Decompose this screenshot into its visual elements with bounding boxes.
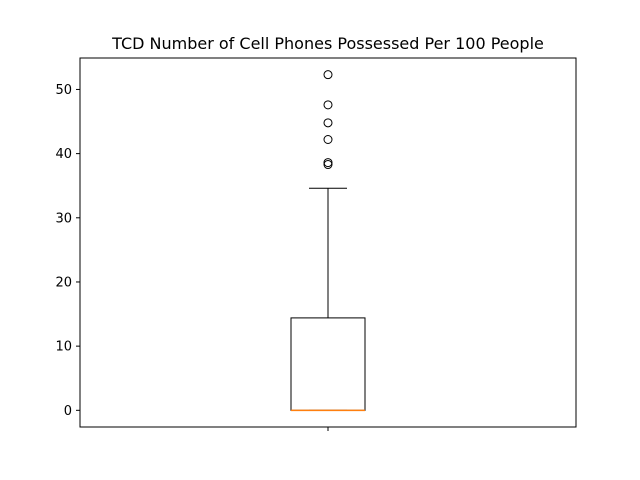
plot-marks [290,70,366,412]
outlier-point [323,160,333,170]
y-tick-label: 20 [55,275,72,290]
y-tick-label: 30 [55,211,72,226]
y-tick-label: 50 [55,83,72,98]
outlier-point [323,118,333,128]
y-tick-label: 0 [64,404,72,419]
box-iqr [290,317,366,411]
y-tick-label: 10 [55,340,72,355]
outlier-point [323,100,333,110]
y-tick-label: 40 [55,147,72,162]
chart-title: TCD Number of Cell Phones Possessed Per … [111,34,544,53]
y-axis: 0 10 20 30 40 50 [55,83,80,419]
outlier-point [323,70,333,80]
outlier-point [323,158,333,168]
outlier-point [323,135,333,145]
